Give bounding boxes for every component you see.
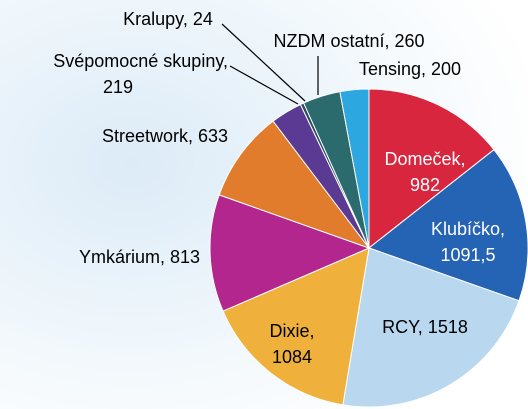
data-label: Kralupy, 24: [123, 9, 213, 29]
pie-slice: [342, 247, 520, 408]
label-line: Kralupy, 24: [123, 9, 213, 29]
data-label: Streetwork, 633: [102, 126, 228, 146]
slices: [209, 88, 528, 408]
data-label: Klubíčko, 1091,5: [431, 219, 505, 265]
data-label: Ymkárium, 813: [79, 247, 200, 267]
data-label: NZDM ostatní, 260: [273, 31, 424, 51]
pie-slice: [368, 88, 495, 250]
label-line: Dixie,: [269, 321, 314, 341]
label-line: 1091,5: [440, 245, 495, 265]
label-line: Klubíčko,: [431, 219, 505, 239]
data-label: RCY, 1518: [382, 317, 468, 337]
label-line: Streetwork, 633: [102, 126, 228, 146]
label-line: Domeček,: [384, 149, 465, 169]
label-line: Ymkárium, 813: [79, 247, 200, 267]
label-line: RCY, 1518: [382, 317, 468, 337]
leader-line: [221, 23, 306, 102]
label-line: 1084: [272, 347, 312, 367]
data-label: Dixie, 1084: [269, 321, 314, 367]
label-line: NZDM ostatní, 260: [273, 31, 424, 51]
label-line: 219: [103, 77, 133, 97]
label-line: Svépomocné skupiny,: [53, 51, 228, 71]
data-label: Tensing, 200: [359, 59, 461, 79]
pie-slice: [209, 194, 371, 312]
pie-slice: [222, 247, 370, 406]
leader-line: [229, 65, 299, 105]
data-label: Svépomocné skupiny, 219: [53, 51, 228, 97]
pie-slice: [367, 148, 528, 302]
pie-slice: [339, 88, 370, 249]
label-line: Tensing, 200: [359, 59, 461, 79]
label-line: 982: [410, 175, 440, 195]
pie-slice: [218, 120, 371, 250]
data-label: Domeček, 982: [384, 149, 465, 195]
